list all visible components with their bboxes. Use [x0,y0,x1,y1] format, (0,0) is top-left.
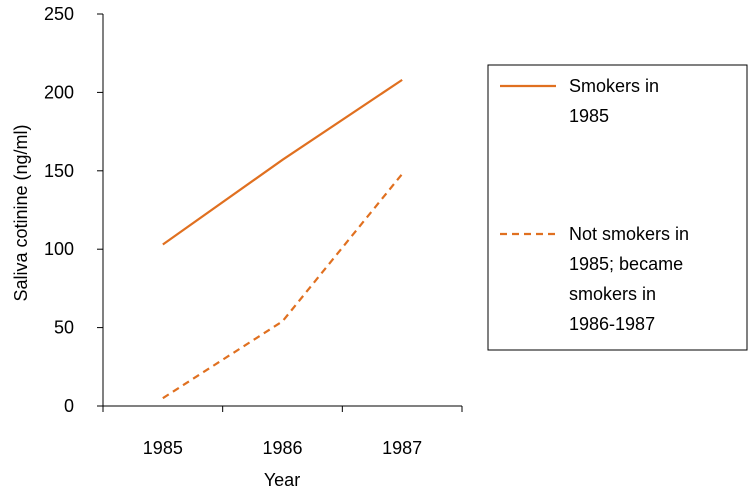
x-axis: 1985 1986 1987 [102,405,463,458]
y-tick-label: 0 [64,396,74,416]
series-line-2 [162,173,404,400]
plot-area [162,78,404,400]
y-tick-label: 50 [54,318,74,338]
y-axis-label: Saliva cotinine (ng/ml) [11,124,31,301]
legend-label: 1986-1987 [569,314,655,334]
legend-label: 1985 [569,106,609,126]
y-tick-label: 200 [44,82,74,102]
series-line-1 [162,78,403,246]
x-axis-label: Year [264,470,300,490]
legend-label: 1985; became [569,254,683,274]
legend: Smokers in 1985 Not smokers in 1985; became… [487,64,748,351]
x-tick-label: 1987 [382,438,422,458]
y-axis: 0 50 100 150 200 250 [44,4,104,416]
y-tick-label: 100 [44,239,74,259]
x-tick-label: 1985 [143,438,183,458]
legend-label: Not smokers in [569,224,689,244]
y-tick-label: 150 [44,161,74,181]
legend-label: Smokers in [569,76,659,96]
legend-box [487,64,748,351]
x-tick-label: 1986 [262,438,302,458]
legend-label: smokers in [569,284,656,304]
y-tick-label: 250 [44,4,74,24]
